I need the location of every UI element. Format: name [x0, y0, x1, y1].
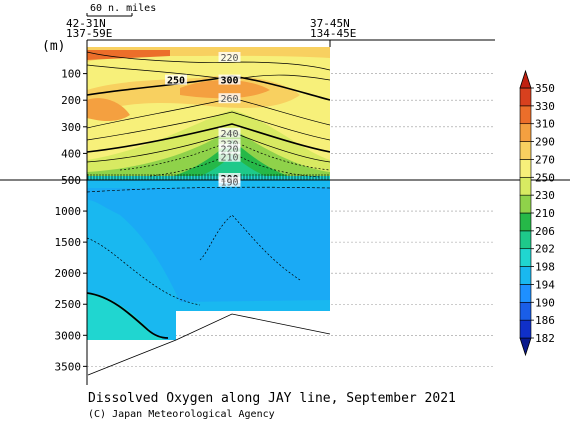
colorbar-label: 250 — [535, 171, 555, 184]
colorbar-segment — [519, 212, 532, 232]
y-axis-label: (m) — [42, 39, 65, 54]
colorbar-label: 350 — [535, 82, 555, 95]
contour-label-bg — [218, 176, 241, 187]
contour-label: 300 — [220, 76, 238, 87]
y-tick-label: 400 — [61, 147, 81, 160]
contour-label-bg — [218, 74, 241, 85]
colorbar-segment — [519, 123, 532, 142]
contour-label-bg — [218, 93, 241, 104]
station-right-lat: 37-45N — [310, 17, 350, 30]
colorbar-segment — [519, 248, 532, 267]
y-tick-label: 300 — [61, 121, 81, 134]
colorbar-segment — [519, 284, 532, 303]
y-tick-label: 500 — [61, 174, 81, 187]
y-tick-label: 2000 — [55, 267, 82, 280]
colorbar-segment — [519, 87, 532, 107]
upper-field — [87, 47, 330, 180]
contour-label: 220 — [220, 145, 238, 156]
y-tick-label: 1500 — [55, 236, 82, 249]
colorbar-label: 194 — [535, 278, 555, 291]
contour-label: 240 — [220, 129, 238, 140]
colorbar-segment — [519, 319, 532, 339]
colorbar-segment — [519, 230, 532, 250]
lower-field — [86, 180, 331, 340]
colorbar-label: 270 — [535, 153, 555, 166]
colorbar-label: 186 — [535, 314, 555, 327]
colorbar-label: 190 — [535, 296, 555, 309]
upper-hatch — [87, 174, 329, 180]
contour-label-bg — [218, 127, 241, 138]
contour-label-bg — [218, 51, 241, 62]
scale-bar: 60 n. miles — [86, 3, 156, 17]
sea-floor-line — [87, 313, 331, 376]
contour-label: 260 — [220, 94, 238, 105]
colorbar-label: 210 — [535, 207, 555, 220]
colorbar-label: 230 — [535, 189, 555, 202]
y-tick-label: 3500 — [55, 360, 82, 373]
station-left-lon: 137-59E — [66, 27, 112, 40]
contour-label-bg — [218, 143, 241, 154]
colorbar-segment — [519, 141, 532, 160]
contour-label-bg — [218, 151, 241, 162]
scale-label: 60 n. miles — [90, 3, 156, 14]
y-tick-label: 2500 — [55, 298, 82, 311]
colorbar-label: 206 — [535, 225, 555, 238]
station-left-lat: 42-31N — [66, 17, 106, 30]
y-tick-label: 1000 — [55, 205, 82, 218]
contour-label-bg — [218, 138, 241, 149]
colorbar-label: 330 — [535, 100, 555, 113]
chart-title: Dissolved Oxygen along JAY line, Septemb… — [88, 391, 456, 406]
colorbar-end-high — [519, 69, 532, 89]
colorbar: 182 186 190 194 198 202 206 210 230 250 270 290 310 3… — [519, 69, 555, 357]
colorbar-segment — [519, 266, 532, 285]
colorbar-segment — [519, 301, 532, 321]
y-tick-label: 3000 — [55, 329, 82, 342]
colorbar-label: 290 — [535, 136, 555, 149]
colorbar-label: 198 — [535, 261, 555, 274]
y-tick-label: 100 — [61, 68, 81, 81]
colorbar-segment — [519, 159, 532, 178]
contour-label: 190 — [220, 178, 238, 189]
colorbar-label: 202 — [535, 243, 555, 256]
colorbar-label: 310 — [535, 118, 555, 131]
contour-label: 220 — [220, 53, 238, 64]
contour-labels: 220300250260240230220210200190 — [165, 51, 241, 189]
station-right-lon: 134-45E — [310, 27, 356, 40]
colorbar-label: 182 — [535, 332, 555, 345]
contour-label: 250 — [167, 76, 185, 87]
contour-label: 210 — [220, 153, 238, 164]
colorbar-segment — [519, 194, 532, 214]
contour-label-bg — [165, 74, 188, 85]
colorbar-segment — [519, 105, 532, 125]
colorbar-end-low — [519, 337, 532, 357]
y-axis: 100 200 300 400 500 1000 1500 2000 2500 3000 3500 — [55, 68, 87, 373]
colorbar-segment — [519, 176, 532, 196]
chart-credit: (C) Japan Meteorological Agency — [88, 409, 275, 420]
y-tick-label: 200 — [61, 94, 81, 107]
